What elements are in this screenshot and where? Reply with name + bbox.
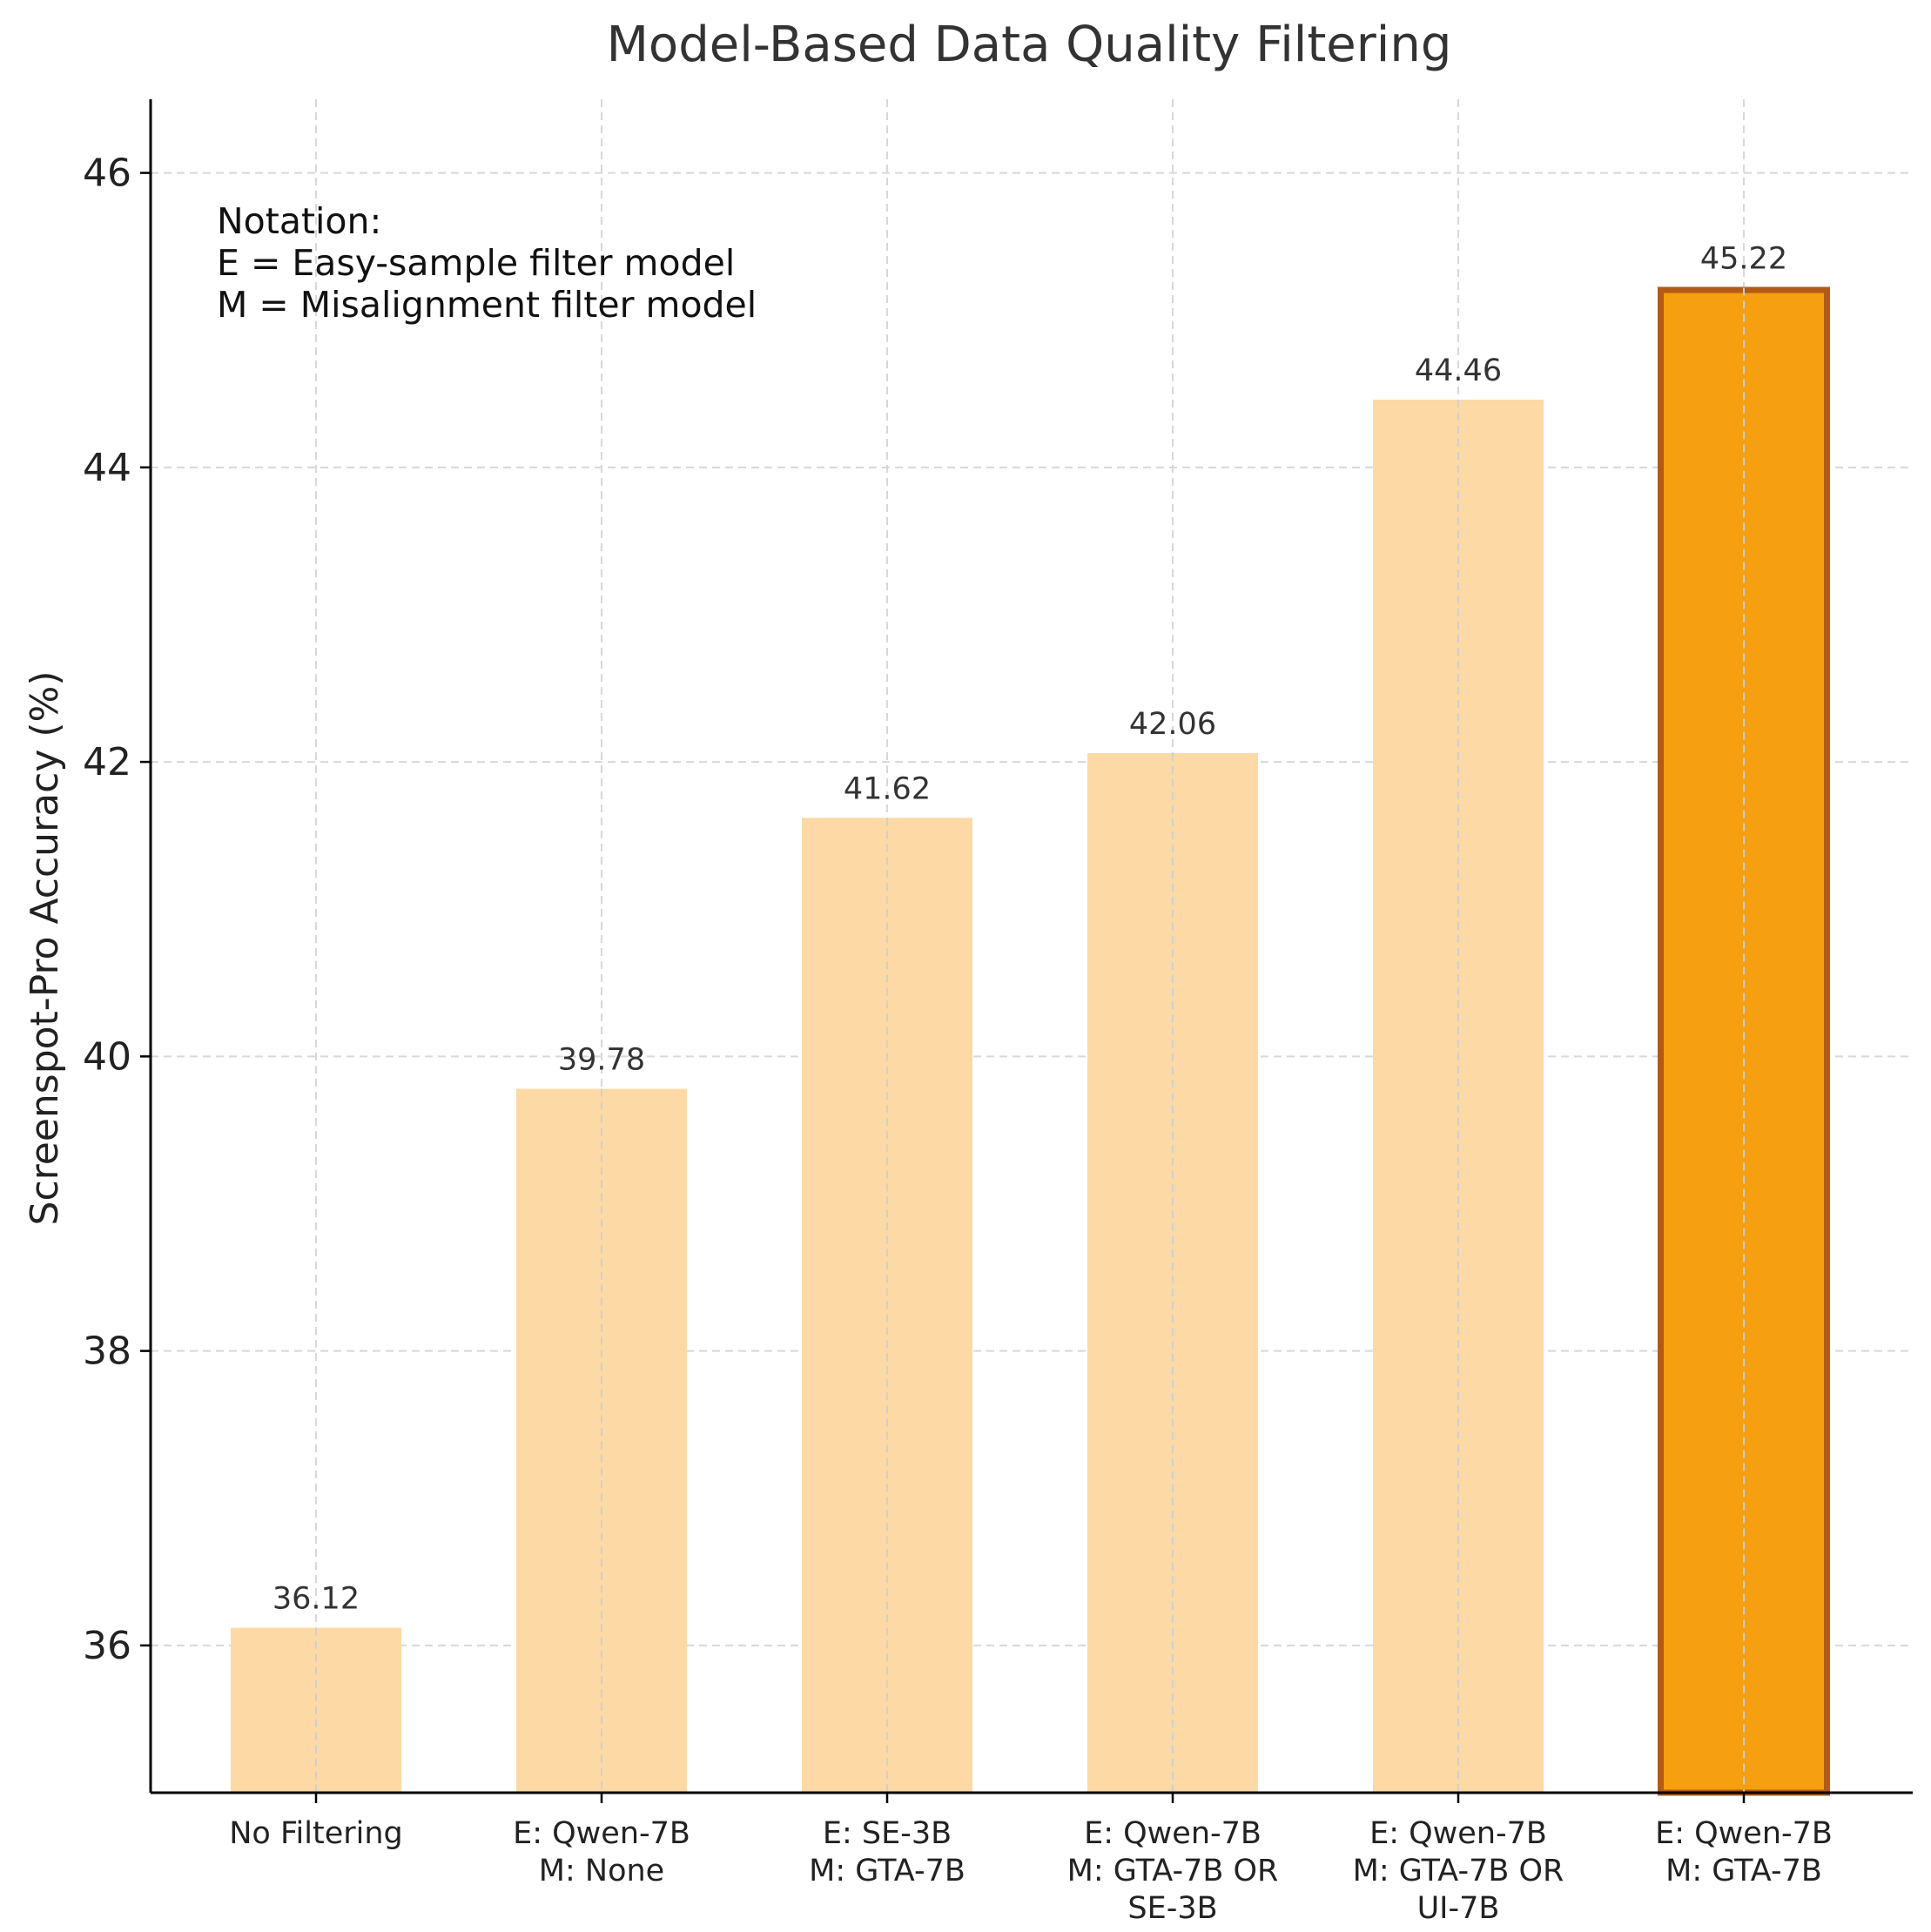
bars-layer [231,286,1830,1796]
bar-value-label: 36.12 [272,1582,360,1617]
y-axis-label: Screenspot-Pro Accuracy (%) [23,671,67,1226]
y-tick-label: 36 [83,1624,131,1668]
y-tick-label: 44 [83,446,131,490]
bar-value-label: 42.06 [1129,707,1216,742]
x-tick-label: E: SE-3B M: GTA-7B [809,1816,966,1888]
y-tick-label: 42 [83,740,131,784]
chart-title: Model-Based Data Quality Filtering [607,17,1452,73]
bar [516,1088,687,1793]
x-tick-label: No Filtering [229,1816,403,1851]
bar [1087,752,1258,1793]
grid-layer [151,99,1913,1793]
y-tick-label: 46 [83,151,131,196]
labels-layer: 36 38 40 42 44 46 36.12 No Filtering 39.78 E: Qwe… [83,151,1833,1926]
notation-text: Notation: E = Easy-sample filter model M =… [217,200,757,326]
bar-value-label: 39.78 [558,1043,645,1078]
x-tick-label: E: Qwen-7B M: GTA-7B [1655,1816,1833,1888]
axes-layer [140,99,1913,1803]
bar-value-label: 41.62 [844,771,931,806]
y-tick-label: 38 [83,1330,131,1374]
bar-value-label: 44.46 [1415,353,1502,388]
x-tick-label: E: Qwen-7B M: GTA-7B OR UI-7B [1353,1816,1564,1926]
y-tick-label: 40 [83,1034,131,1079]
bar-value-label: 45.22 [1700,241,1787,276]
x-tick-label: E: Qwen-7B M: None [513,1816,690,1888]
x-tick-label: E: Qwen-7B M: GTA-7B OR SE-3B [1067,1816,1279,1926]
notation-box: Notation: E = Easy-sample filter model M =… [217,200,757,326]
